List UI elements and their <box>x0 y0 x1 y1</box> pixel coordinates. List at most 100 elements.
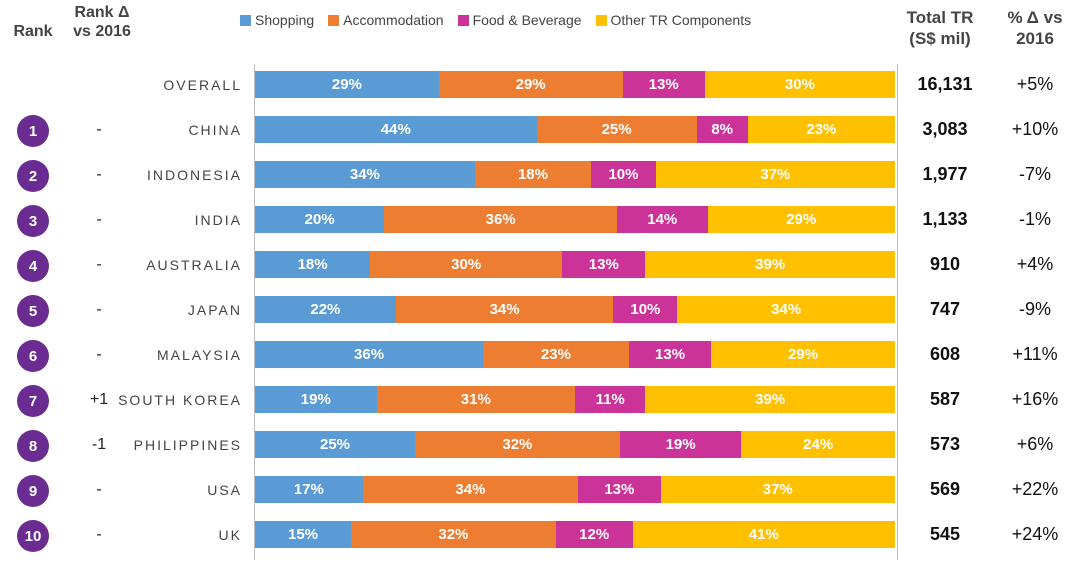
bar-segment: 13% <box>622 71 705 98</box>
bar-segment: 8% <box>696 116 748 143</box>
total-tr-value: 569 <box>929 479 961 499</box>
country-label: AUSTRALIA <box>146 257 242 273</box>
rank-badge: 9 <box>17 475 49 507</box>
total-tr-value: 1,977 <box>922 164 968 184</box>
data-label: 17% <box>293 481 324 498</box>
bar-segment: 13% <box>578 476 661 503</box>
legend-swatch <box>595 14 607 26</box>
pct-delta-header: % Δ vs 2016 <box>995 7 1075 49</box>
rank-delta-header-line1: Rank Δ <box>74 4 130 21</box>
bar-segment: 19% <box>255 386 377 413</box>
rank-badge: 5 <box>17 295 49 327</box>
data-label: 34% <box>349 166 380 183</box>
country-label: INDONESIA <box>146 167 242 183</box>
table-row: OVERALL 29% 29% 13% 30% 16,131 +5% <box>0 63 1076 108</box>
pct-change-value: -7% <box>1018 164 1051 184</box>
data-label: 24% <box>803 436 834 453</box>
total-tr-value: 910 <box>929 254 961 274</box>
stacked-bar: 20% 36% 14% 29% <box>255 206 895 233</box>
data-label: 11% <box>595 391 625 408</box>
legend-item: Other TR Components <box>595 12 752 28</box>
country-label: JAPAN <box>187 302 242 318</box>
data-label: 8% <box>711 121 734 138</box>
rank-change: - <box>96 346 102 363</box>
legend-label: Other TR Components <box>610 12 752 28</box>
total-tr-header: Total TR (S$ mil) <box>900 7 980 49</box>
bar-segment: 11% <box>574 386 646 413</box>
bar-segment: 29% <box>255 71 439 98</box>
total-tr-value: 3,083 <box>922 119 968 139</box>
pct-change-value: +24% <box>1011 524 1059 544</box>
bar-segment: 39% <box>645 386 895 413</box>
legend-item: Accommodation <box>328 12 444 28</box>
chart-legend: Shopping Accommodation Food & Beverage Othe… <box>240 12 751 28</box>
legend-label: Accommodation <box>343 12 444 28</box>
bar-segment: 34% <box>677 296 895 323</box>
bar-segment: 30% <box>370 251 563 278</box>
rank-change: - <box>96 526 102 543</box>
pct-change-value: +10% <box>1011 119 1059 139</box>
total-tr-value: 545 <box>929 524 961 544</box>
data-label: 30% <box>784 76 815 93</box>
total-tr-value: 16,131 <box>917 74 973 94</box>
rank-badge: 6 <box>17 340 49 372</box>
bar-segment: 25% <box>536 116 697 143</box>
stacked-bar: 44% 25% 8% 23% <box>255 116 895 143</box>
bar-segment: 20% <box>255 206 385 233</box>
bar-segment: 34% <box>255 161 475 188</box>
data-label: 37% <box>760 166 791 183</box>
rank-badge: 10 <box>17 520 49 552</box>
country-label: PHILIPPINES <box>133 437 242 453</box>
country-label: SOUTH KOREA <box>118 392 242 408</box>
stacked-bar: 34% 18% 10% 37% <box>255 161 895 188</box>
pct-change-value: +6% <box>1016 434 1054 454</box>
bar-segment: 36% <box>255 341 484 368</box>
data-label: 44% <box>380 121 411 138</box>
rank-change: - <box>96 256 102 273</box>
data-label: 32% <box>438 526 469 543</box>
data-label: 25% <box>319 436 351 453</box>
bar-segment: 29% <box>707 206 895 233</box>
pct-delta-header-line2: 2016 <box>1016 29 1054 48</box>
bar-segment: 34% <box>362 476 579 503</box>
bar-segment: 29% <box>711 341 895 368</box>
bar-segment: 37% <box>660 476 895 503</box>
country-label: MALAYSIA <box>157 347 242 363</box>
legend-label: Shopping <box>255 12 315 28</box>
pct-change-value: -1% <box>1018 209 1051 229</box>
total-tr-value: 608 <box>929 344 961 364</box>
table-row: 8 -1 PHILIPPINES 25% 32% 19% 24% 573 +6% <box>0 423 1076 468</box>
rank-delta-header: Rank Δ vs 2016 <box>62 3 142 41</box>
bar-segment: 10% <box>613 296 678 323</box>
data-label: 14% <box>647 211 678 228</box>
table-row: 6 - MALAYSIA 36% 23% 13% 29% 608 +11% <box>0 333 1076 378</box>
rank-change: - <box>96 166 102 183</box>
total-tr-header-line1: Total TR <box>906 8 974 27</box>
pct-delta-header-line1: % Δ vs <box>1007 8 1063 27</box>
bar-segment: 15% <box>255 521 351 548</box>
rank-badge: 8 <box>17 430 49 462</box>
bar-segment: 14% <box>617 206 708 233</box>
rank-delta-header-line2: vs 2016 <box>73 23 131 40</box>
country-label: USA <box>207 482 242 498</box>
bar-segment: 10% <box>591 161 656 188</box>
bar-segment: 29% <box>438 71 623 98</box>
data-label: 19% <box>300 391 331 408</box>
legend-swatch <box>457 14 469 26</box>
pct-change-value: +5% <box>1016 74 1054 94</box>
table-row: 1 - CHINA 44% 25% 8% 23% 3,083 +10% <box>0 108 1076 153</box>
pct-change-value: +11% <box>1012 344 1058 364</box>
rank-change: - <box>96 301 102 318</box>
bar-segment: 25% <box>255 431 415 458</box>
stacked-bar: 25% 32% 19% 24% <box>255 431 895 458</box>
stacked-bar: 29% 29% 13% 30% <box>255 71 895 98</box>
data-label: 31% <box>460 391 491 408</box>
stacked-bar: 18% 30% 13% 39% <box>255 251 895 278</box>
data-label: 34% <box>771 301 802 318</box>
rank-change: - <box>96 211 102 228</box>
data-label: 32% <box>502 436 533 453</box>
table-row: 5 - JAPAN 22% 34% 10% 34% 747 -9% <box>0 288 1076 333</box>
bar-segment: 30% <box>704 71 895 98</box>
data-label: 13% <box>655 346 686 363</box>
total-tr-value: 747 <box>929 299 961 319</box>
